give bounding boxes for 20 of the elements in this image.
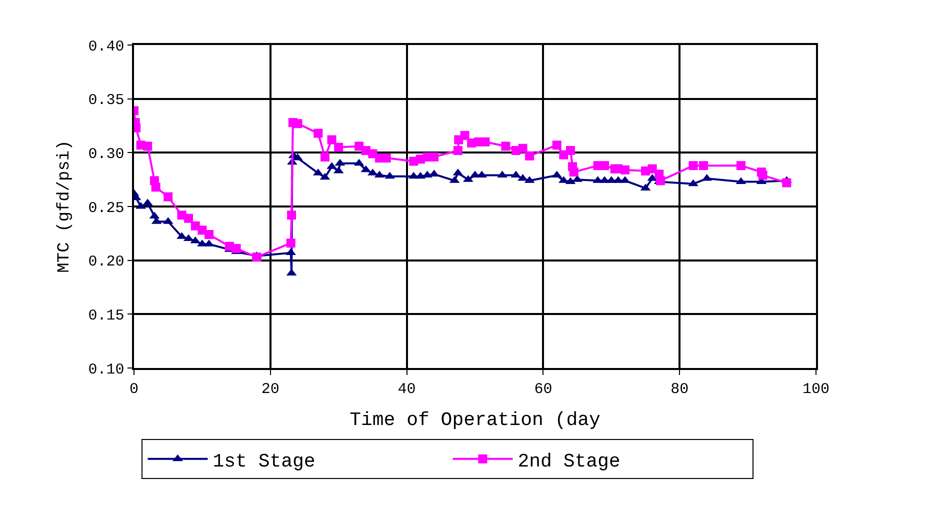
x-axis-title: Time of Operation (day (350, 409, 600, 432)
point (497, 170, 508, 178)
y-tick-label: 0.40 (88, 38, 124, 56)
x-tick-label: 40 (398, 380, 416, 398)
legend-label: 2nd Stage (518, 450, 620, 472)
y-tick-label: 0.35 (88, 92, 124, 110)
point (688, 179, 698, 186)
point (384, 172, 395, 179)
x-tick-label: 20 (261, 380, 280, 398)
y-tick-label: 0.10 (88, 361, 124, 378)
x-tick-label: 80 (670, 380, 689, 398)
y-axis-title: MTC (gfd/psi) (55, 140, 74, 273)
y-tick-label: 0.25 (88, 200, 124, 217)
y-tick-label: 0.20 (88, 254, 124, 271)
x-tick-label: 100 (802, 380, 830, 398)
legend-label: 1st Stage (212, 450, 316, 472)
y-tick-label: 0.15 (88, 307, 124, 324)
y-tick-label: 0.30 (88, 146, 124, 163)
x-tick-label: 0 (129, 380, 139, 398)
x-tick-label: 60 (534, 380, 552, 398)
